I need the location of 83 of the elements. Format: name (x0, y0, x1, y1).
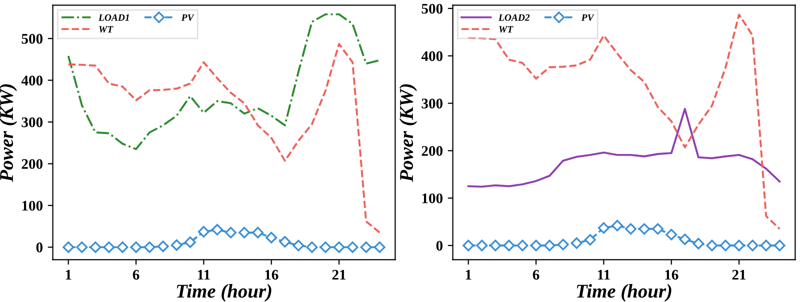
point (266, 232, 278, 244)
point (279, 236, 291, 248)
legend-label: PV (181, 14, 194, 21)
point (692, 238, 704, 250)
point (706, 240, 718, 252)
x-axis-title: Time (hour) (576, 284, 672, 302)
point (598, 222, 610, 234)
point (476, 240, 488, 252)
point (238, 226, 250, 238)
point (530, 240, 542, 252)
point (90, 241, 102, 253)
point (306, 241, 318, 253)
point (490, 240, 502, 252)
y-tick-label: 500 (22, 34, 43, 44)
point (62, 241, 74, 253)
point (170, 239, 182, 251)
point (638, 223, 650, 235)
y-tick-label: 300 (22, 117, 43, 128)
point (584, 234, 596, 246)
legend-label: LOAD1 (98, 14, 129, 21)
legend-label: WT (499, 26, 514, 33)
y-tick-label: 100 (422, 193, 443, 204)
point (720, 240, 732, 252)
x-axis-title: Time (hour) (176, 284, 272, 302)
legend-label: PV (581, 14, 594, 21)
x-tick-label: 1 (466, 270, 472, 280)
y-tick-label: 200 (422, 146, 443, 156)
x-tick-label: 21 (332, 270, 346, 280)
point (746, 240, 758, 252)
point (611, 220, 623, 232)
y-tick-label: 300 (422, 98, 443, 108)
point (157, 240, 169, 252)
point (292, 240, 304, 252)
legend-label: WT (99, 26, 114, 33)
y-axis-title: Power (KW) (399, 84, 418, 182)
point (570, 237, 582, 249)
x-tick-label: 16 (265, 270, 278, 280)
point (516, 240, 528, 252)
point (666, 228, 678, 240)
point (625, 223, 637, 235)
point (144, 241, 156, 253)
line-series (467, 108, 781, 188)
y-tick-label: 0 (436, 240, 443, 251)
point (252, 226, 264, 238)
line-series (67, 42, 381, 234)
point (360, 241, 372, 253)
point (774, 240, 786, 252)
point (116, 241, 128, 253)
legend-label: LOAD2 (498, 14, 530, 21)
y-tick-label: 100 (22, 200, 43, 211)
x-tick-label: 6 (132, 270, 140, 280)
x-tick-label: 21 (732, 270, 746, 280)
point (211, 224, 223, 236)
line-series (467, 14, 781, 230)
point (346, 241, 358, 253)
y-tick-label: 200 (22, 159, 43, 169)
y-tick-label: 0 (36, 242, 43, 252)
point (130, 241, 142, 253)
y-tick-label: 500 (422, 4, 443, 14)
x-tick-label: 11 (198, 270, 210, 280)
point (198, 226, 210, 238)
point (374, 241, 386, 253)
point (76, 241, 88, 253)
point (333, 241, 345, 253)
point (557, 238, 569, 250)
point (652, 223, 664, 235)
point (679, 234, 691, 246)
x-tick-label: 1 (66, 270, 72, 280)
point (503, 240, 515, 252)
x-tick-label: 11 (598, 270, 610, 280)
y-tick-label: 400 (421, 51, 443, 62)
point (462, 240, 474, 252)
point (184, 236, 196, 248)
point (320, 241, 332, 253)
x-tick-label: 6 (532, 270, 540, 280)
point (225, 226, 237, 238)
x-tick-label: 16 (665, 270, 678, 280)
point (103, 241, 115, 253)
point (544, 240, 556, 252)
point (733, 240, 745, 252)
line-series (67, 13, 381, 150)
y-tick-label: 400 (21, 76, 43, 86)
point (760, 240, 772, 252)
